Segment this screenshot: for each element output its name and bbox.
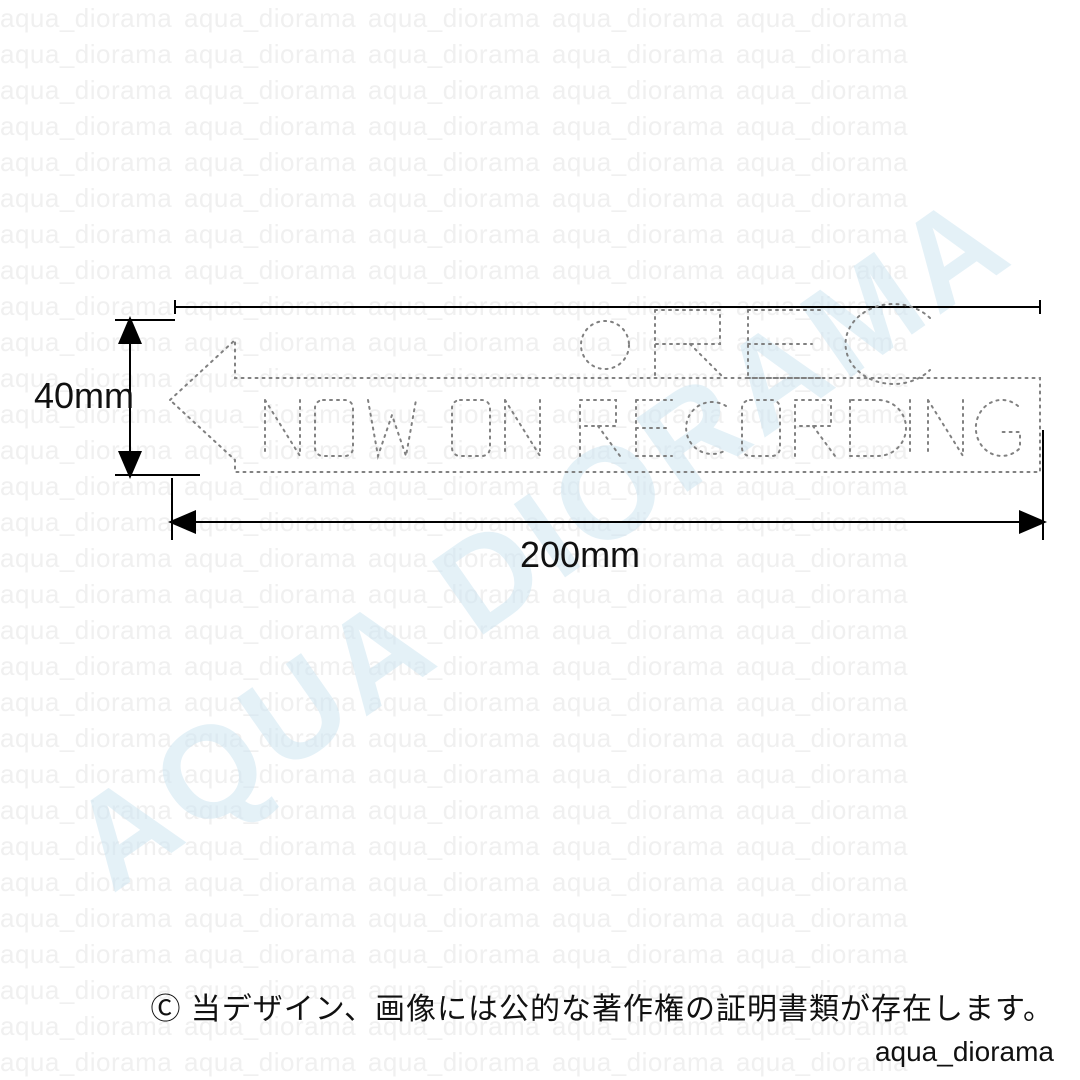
rec-block [581,304,930,384]
dim-width [172,430,1043,540]
sticker-outline [170,304,1040,472]
copyright-text: Ⓒ 当デザイン、画像には公的な著作権の証明書類が存在します。 [150,984,1054,1028]
dim-width-label: 200mm [520,534,640,576]
stage: aqua_diorama aqua_diorama aqua_diorama a… [0,0,1080,1080]
bottom-text-glyphs [265,400,1020,456]
copyright-signature: aqua_diorama [875,1036,1054,1068]
dim-height-label: 40mm [34,375,134,417]
